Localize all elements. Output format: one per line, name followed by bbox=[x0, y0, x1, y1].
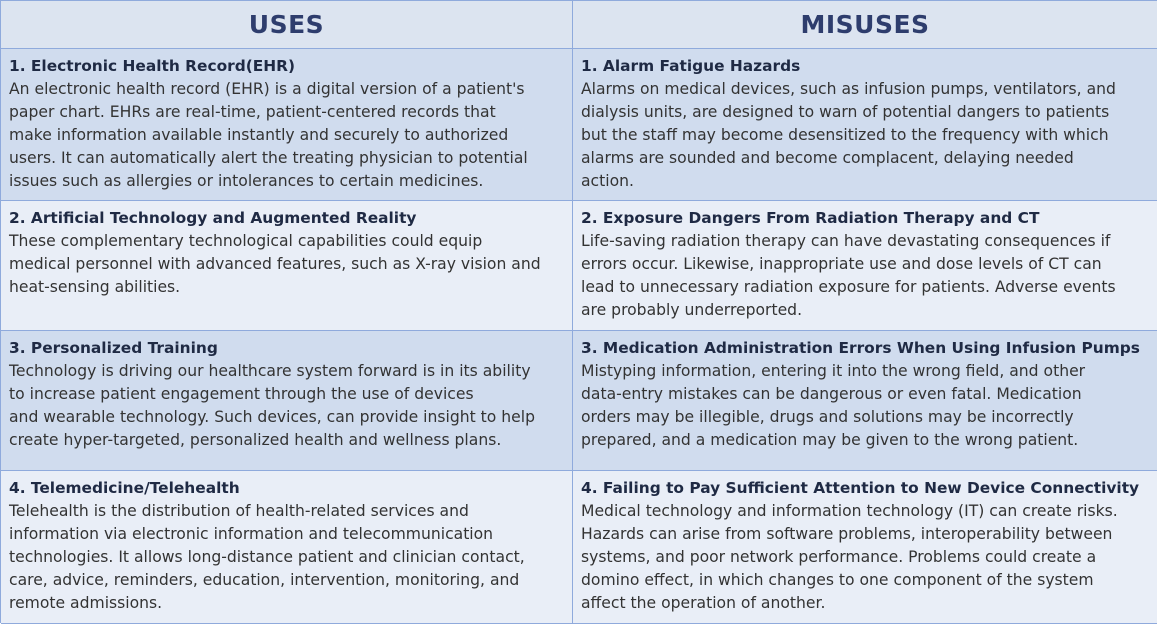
uses-item-body: These complementary technological capabi… bbox=[9, 232, 541, 296]
uses-item-2: 2. Artificial Technology and Augmented R… bbox=[1, 201, 573, 331]
uses-header: USES bbox=[248, 10, 325, 39]
uses-item-3: 3. Personalized Training Technology is d… bbox=[1, 331, 573, 471]
misuses-item-title: 4. Failing to Pay Sufficient Attention t… bbox=[581, 479, 1140, 497]
misuses-item-2: 2. Exposure Dangers From Radiation Thera… bbox=[573, 201, 1157, 331]
misuses-item-body: Medical technology and information techn… bbox=[581, 502, 1118, 612]
misuses-header-cell: MISUSES bbox=[573, 1, 1157, 49]
misuses-item-title: 3. Medication Administration Errors When… bbox=[581, 339, 1140, 357]
uses-item-title: 1. Electronic Health Record(EHR) bbox=[9, 57, 296, 75]
misuses-item-body: Alarms on medical devices, such as infus… bbox=[581, 80, 1116, 190]
misuses-item-1: 1. Alarm Fatigue Hazards Alarms on medic… bbox=[573, 49, 1157, 201]
uses-item-1: 1. Electronic Health Record(EHR) An elec… bbox=[1, 49, 573, 201]
uses-item-body: An electronic health record (EHR) is a d… bbox=[9, 80, 528, 190]
uses-item-body: Technology is driving our healthcare sys… bbox=[9, 362, 536, 449]
misuses-item-3: 3. Medication Administration Errors When… bbox=[573, 331, 1157, 471]
misuses-header: MISUSES bbox=[800, 10, 930, 39]
uses-item-title: 2. Artificial Technology and Augmented R… bbox=[9, 209, 417, 227]
misuses-item-body: Life-saving radiation therapy can have d… bbox=[581, 232, 1116, 319]
uses-item-title: 3. Personalized Training bbox=[9, 339, 218, 357]
misuses-item-title: 2. Exposure Dangers From Radiation Thera… bbox=[581, 209, 1040, 227]
misuses-item-4: 4. Failing to Pay Sufficient Attention t… bbox=[573, 471, 1157, 624]
misuses-item-title: 1. Alarm Fatigue Hazards bbox=[581, 57, 801, 75]
misuses-item-body: Mistyping information, entering it into … bbox=[581, 362, 1086, 449]
uses-item-title: 4. Telemedicine/Telehealth bbox=[9, 479, 240, 497]
uses-item-4: 4. Telemedicine/Telehealth Telehealth is… bbox=[1, 471, 573, 624]
uses-header-cell: USES bbox=[1, 1, 573, 49]
uses-item-body: Telehealth is the distribution of health… bbox=[9, 502, 525, 612]
